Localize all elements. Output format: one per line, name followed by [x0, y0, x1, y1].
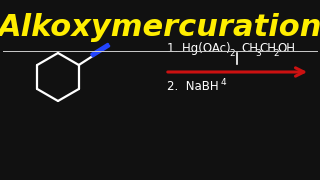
Text: 2: 2: [273, 49, 279, 58]
Text: OH: OH: [277, 42, 295, 55]
Text: 2.  NaBH: 2. NaBH: [167, 80, 219, 93]
Text: 1. Hg(OAc): 1. Hg(OAc): [167, 42, 231, 55]
Text: CH: CH: [259, 42, 276, 55]
Text: 4: 4: [221, 78, 227, 87]
Text: Alkoxymercuration: Alkoxymercuration: [0, 12, 320, 42]
Text: CH: CH: [241, 42, 258, 55]
Text: 3: 3: [255, 49, 261, 58]
Text: 2: 2: [229, 49, 235, 58]
